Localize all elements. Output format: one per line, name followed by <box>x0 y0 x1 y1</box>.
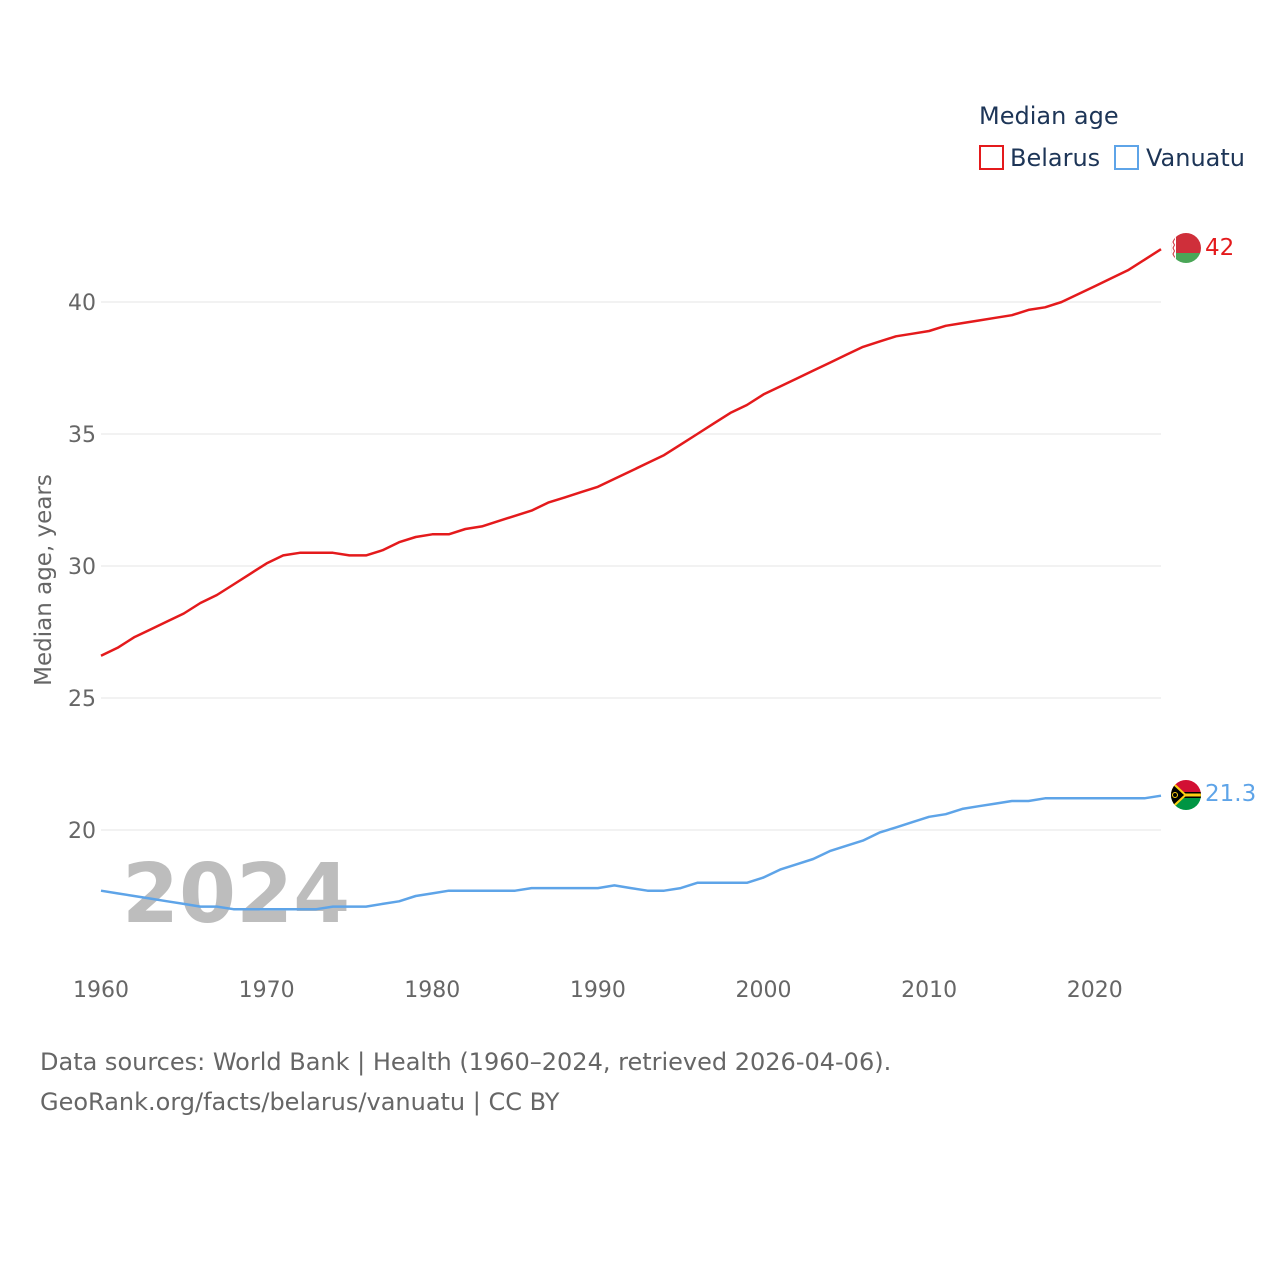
x-tick-label: 1970 <box>239 978 295 1003</box>
y-tick-label: 35 <box>68 423 96 448</box>
source-line-data: Data sources: World Bank | Health (1960–… <box>40 1048 892 1076</box>
gridlines <box>101 301 1161 831</box>
x-tick-label: 2010 <box>901 978 957 1003</box>
series-line-belarus[interactable] <box>100 248 1162 657</box>
line-chart: Median age Belarus Vanuatu Median age, y… <box>31 102 1256 1003</box>
y-tick-label: 30 <box>68 555 96 580</box>
source-note: Data sources: World Bank | Health (1960–… <box>40 1042 891 1122</box>
belarus-flag-icon <box>1171 233 1201 263</box>
legend-swatch-belarus[interactable] <box>979 145 1004 170</box>
vanuatu-flag-icon <box>1171 780 1201 810</box>
legend-swatch-vanuatu[interactable] <box>1114 145 1139 170</box>
series-lines <box>100 248 1162 911</box>
x-tick-label: 1960 <box>73 978 129 1003</box>
x-tick-label: 2020 <box>1067 978 1123 1003</box>
end-value-label-belarus: 42 <box>1205 235 1234 261</box>
series-line-vanuatu[interactable] <box>100 794 1162 911</box>
source-line-link[interactable]: GeoRank.org/facts/belarus/vanuatu | CC B… <box>40 1088 560 1116</box>
x-tick-label: 2000 <box>736 978 792 1003</box>
y-axis-ticks: 20 25 30 35 40 <box>68 291 96 844</box>
x-tick-label: 1990 <box>570 978 626 1003</box>
legend-label-belarus[interactable]: Belarus <box>1010 144 1100 172</box>
y-tick-label: 25 <box>68 687 96 712</box>
legend-title: Median age <box>979 102 1119 130</box>
legend-label-vanuatu[interactable]: Vanuatu <box>1146 144 1245 172</box>
y-tick-label: 40 <box>68 291 96 316</box>
year-watermark: 2024 <box>122 847 350 942</box>
end-value-label-vanuatu: 21.3 <box>1205 781 1256 807</box>
x-tick-label: 1980 <box>404 978 460 1003</box>
y-axis-title: Median age, years <box>31 474 57 686</box>
x-axis-ticks: 1960 1970 1980 1990 2000 2010 2020 <box>73 978 1123 1003</box>
y-tick-label: 20 <box>68 819 96 844</box>
